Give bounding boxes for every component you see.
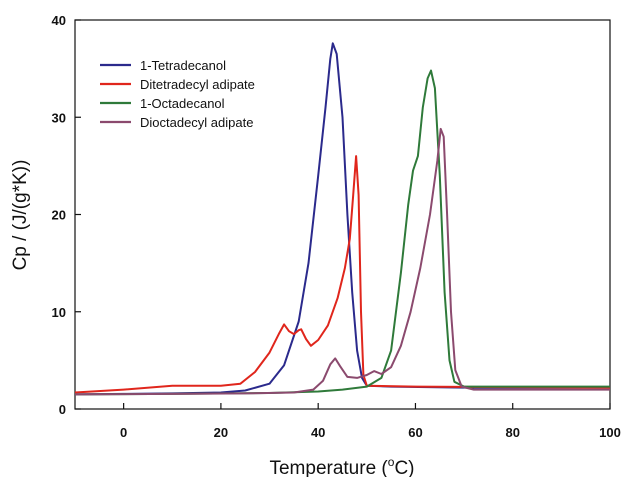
series-lines: [74, 42, 611, 396]
series-line-ditetradecyl-adipate: [74, 155, 611, 394]
series-line-1-octadecanol: [74, 69, 610, 396]
y-axis: 0 10 20 30 40: [52, 13, 81, 417]
x-axis: 0 20 40 60 80 100: [120, 403, 621, 440]
y-axis-label: Cp / (J/(g*K)): [10, 160, 31, 271]
x-tick-label: 40: [311, 425, 325, 440]
legend-label-1-tetradecanol: 1-Tetradecanol: [140, 58, 226, 73]
x-tick-label: 0: [120, 425, 127, 440]
x-tick-label: 80: [505, 425, 519, 440]
x-axis-label: Temperature (oC): [269, 455, 414, 477]
legend-label-dioctadecyl-adipate: Dioctadecyl adipate: [140, 115, 253, 130]
y-tick-label: 30: [52, 110, 66, 125]
series-line-1-tetradecanol: [74, 42, 610, 396]
x-tick-label: 60: [408, 425, 422, 440]
x-tick-label: 100: [599, 425, 621, 440]
legend-label-1-octadecanol: 1-Octadecanol: [140, 96, 225, 111]
y-tick-label: 20: [52, 208, 66, 223]
series-line-dioctadecyl-adipate: [74, 127, 610, 396]
y-tick-label: 0: [59, 402, 66, 417]
x-tick-label: 20: [214, 425, 228, 440]
legend: 1-Tetradecanol Ditetradecyl adipate 1-Octa…: [100, 58, 255, 130]
y-tick-label: 10: [52, 305, 66, 320]
legend-label-ditetradecyl-adipate: Ditetradecyl adipate: [140, 77, 255, 92]
y-tick-label: 40: [52, 13, 66, 28]
